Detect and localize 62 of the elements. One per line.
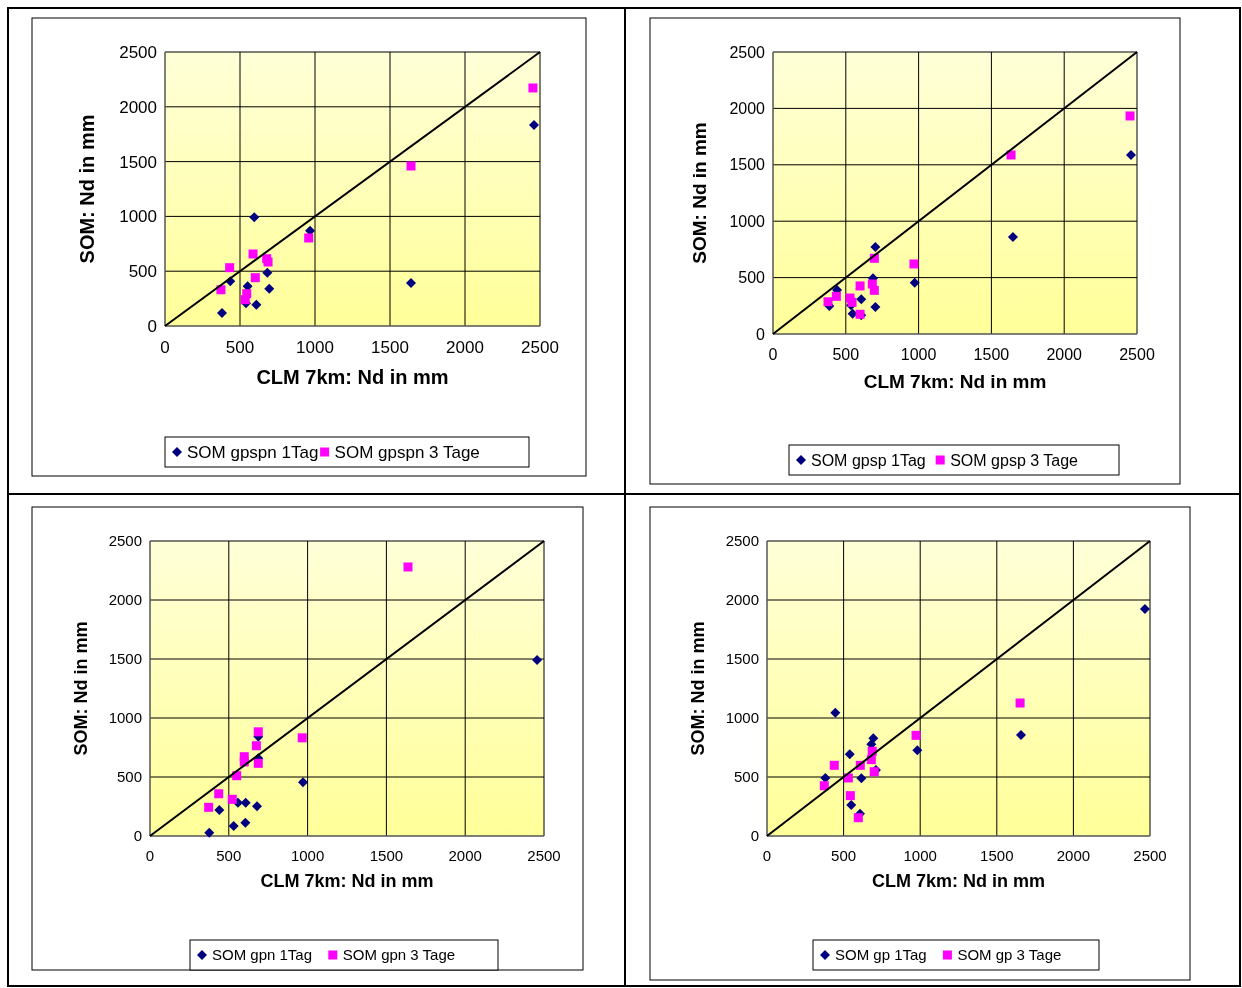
y-tick-label: 2500 <box>108 532 142 550</box>
y-tick-label: 1000 <box>119 207 157 227</box>
y-tick-label: 500 <box>128 262 157 282</box>
x-tick-label: 1000 <box>903 847 937 864</box>
x-tick-label: 500 <box>831 847 857 864</box>
x-tick-label: 500 <box>225 338 255 357</box>
y-tick-label: 500 <box>738 269 766 287</box>
x-tick-label: 2500 <box>527 847 561 864</box>
x-tick-label: 2000 <box>448 847 482 864</box>
y-tick-label: 500 <box>733 768 759 786</box>
x-tick-label: 2500 <box>1119 346 1155 363</box>
legend-label: SOM gpn 1Tag <box>212 946 313 964</box>
y-tick-label: 0 <box>750 827 759 845</box>
x-tick-label: 1500 <box>369 847 404 864</box>
y-tick-label: 1000 <box>725 709 759 727</box>
x-tick-label: 2500 <box>1133 847 1167 864</box>
x-tick-label: 1000 <box>290 847 325 864</box>
y-tick-label: 0 <box>756 325 766 343</box>
y-axis-title: SOM: Nd in mm <box>75 114 98 264</box>
y-tick-label: 2000 <box>119 97 157 117</box>
x-axis-title: CLM 7km: Nd in mm <box>871 871 1046 891</box>
y-tick-label: 0 <box>147 316 157 336</box>
legend-label: SOM gp 3 Tage <box>957 946 1062 964</box>
legend-label: SOM gpsp 1Tag <box>811 451 926 469</box>
x-tick-label: 0 <box>160 338 170 357</box>
y-tick-label: 1500 <box>725 650 759 668</box>
y-axis-title: SOM: Nd in mm <box>688 122 710 264</box>
x-tick-label: 0 <box>768 346 778 363</box>
x-tick-label: 2000 <box>1056 847 1091 864</box>
y-tick-label: 2500 <box>729 43 766 61</box>
x-axis-title: CLM 7km: Nd in mm <box>256 365 449 388</box>
legend-label: SOM gpspn 3 Tage <box>334 442 480 462</box>
x-tick-label: 1000 <box>296 338 334 357</box>
legend-label: SOM gpspn 1Tag <box>187 442 319 462</box>
y-tick-label: 2000 <box>725 591 759 609</box>
x-tick-label: 1500 <box>371 338 409 357</box>
legend-label: SOM gp 1Tag <box>835 946 927 964</box>
y-tick-label: 1000 <box>108 709 142 727</box>
y-tick-label: 2500 <box>725 532 759 550</box>
x-axis-title: CLM 7km: Nd in mm <box>863 371 1047 393</box>
x-axis-title: CLM 7km: Nd in mm <box>260 871 434 891</box>
x-tick-label: 500 <box>216 847 242 864</box>
x-tick-label: 2000 <box>1046 346 1083 363</box>
y-axis-title: SOM: Nd in mm <box>71 621 91 756</box>
y-axis-title: SOM: Nd in mm <box>688 621 708 756</box>
x-tick-label: 1500 <box>980 847 1014 864</box>
y-tick-label: 2000 <box>108 591 142 609</box>
legend-label: SOM gpsp 3 Tage <box>950 451 1079 469</box>
legend-label: SOM gpn 3 Tage <box>342 946 456 964</box>
x-tick-label: 1500 <box>973 346 1010 363</box>
y-tick-label: 1500 <box>729 156 766 174</box>
y-tick-label: 1500 <box>119 152 157 172</box>
y-tick-label: 2500 <box>119 42 157 62</box>
x-tick-label: 500 <box>832 346 860 363</box>
y-tick-label: 2000 <box>729 100 766 117</box>
y-tick-label: 1000 <box>729 212 766 230</box>
x-tick-label: 2500 <box>521 338 559 357</box>
x-tick-label: 2000 <box>446 338 484 357</box>
y-tick-label: 500 <box>116 768 142 786</box>
x-tick-label: 1000 <box>900 346 937 363</box>
y-tick-label: 1500 <box>108 650 142 668</box>
y-tick-label: 0 <box>133 827 142 845</box>
